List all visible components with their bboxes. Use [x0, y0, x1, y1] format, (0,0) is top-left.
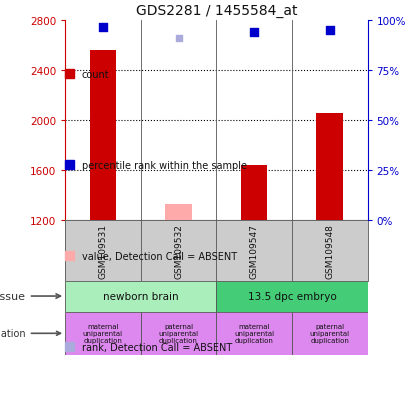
Bar	[65, 70, 74, 79]
Bar	[65, 161, 74, 170]
Point	[100, 25, 106, 31]
Text: paternal
uniparental
duplication: paternal uniparental duplication	[310, 323, 350, 344]
Text: GSM109548: GSM109548	[325, 223, 334, 278]
Text: GSM109531: GSM109531	[98, 223, 108, 278]
Text: tissue: tissue	[0, 291, 60, 301]
Text: value, Detection Call = ABSENT: value, Detection Call = ABSENT	[82, 251, 237, 261]
Text: paternal
uniparental
duplication: paternal uniparental duplication	[158, 323, 199, 344]
Bar	[65, 252, 74, 261]
Text: genotype/variation: genotype/variation	[0, 328, 60, 339]
Bar	[241, 166, 268, 221]
Text: newborn brain: newborn brain	[103, 291, 178, 301]
Text: rank, Detection Call = ABSENT: rank, Detection Call = ABSENT	[82, 342, 232, 352]
Bar	[292, 312, 368, 355]
Text: count: count	[82, 69, 110, 79]
Bar	[141, 312, 216, 355]
Text: 13.5 dpc embryo: 13.5 dpc embryo	[247, 291, 336, 301]
Text: percentile rank within the sample: percentile rank within the sample	[82, 160, 247, 170]
Bar	[216, 312, 292, 355]
Point	[251, 30, 257, 36]
Title: GDS2281 / 1455584_at: GDS2281 / 1455584_at	[136, 4, 297, 18]
Point	[175, 36, 182, 42]
Bar	[65, 312, 141, 355]
Bar	[90, 51, 116, 221]
Bar	[65, 342, 74, 351]
Bar	[165, 205, 192, 221]
Text: GSM109547: GSM109547	[249, 223, 259, 278]
Bar	[317, 113, 343, 221]
Bar	[216, 281, 368, 312]
Bar	[65, 281, 216, 312]
Point	[326, 27, 333, 34]
Text: GSM109532: GSM109532	[174, 223, 183, 278]
Text: maternal
uniparental
duplication: maternal uniparental duplication	[234, 323, 274, 344]
Text: maternal
uniparental
duplication: maternal uniparental duplication	[83, 323, 123, 344]
